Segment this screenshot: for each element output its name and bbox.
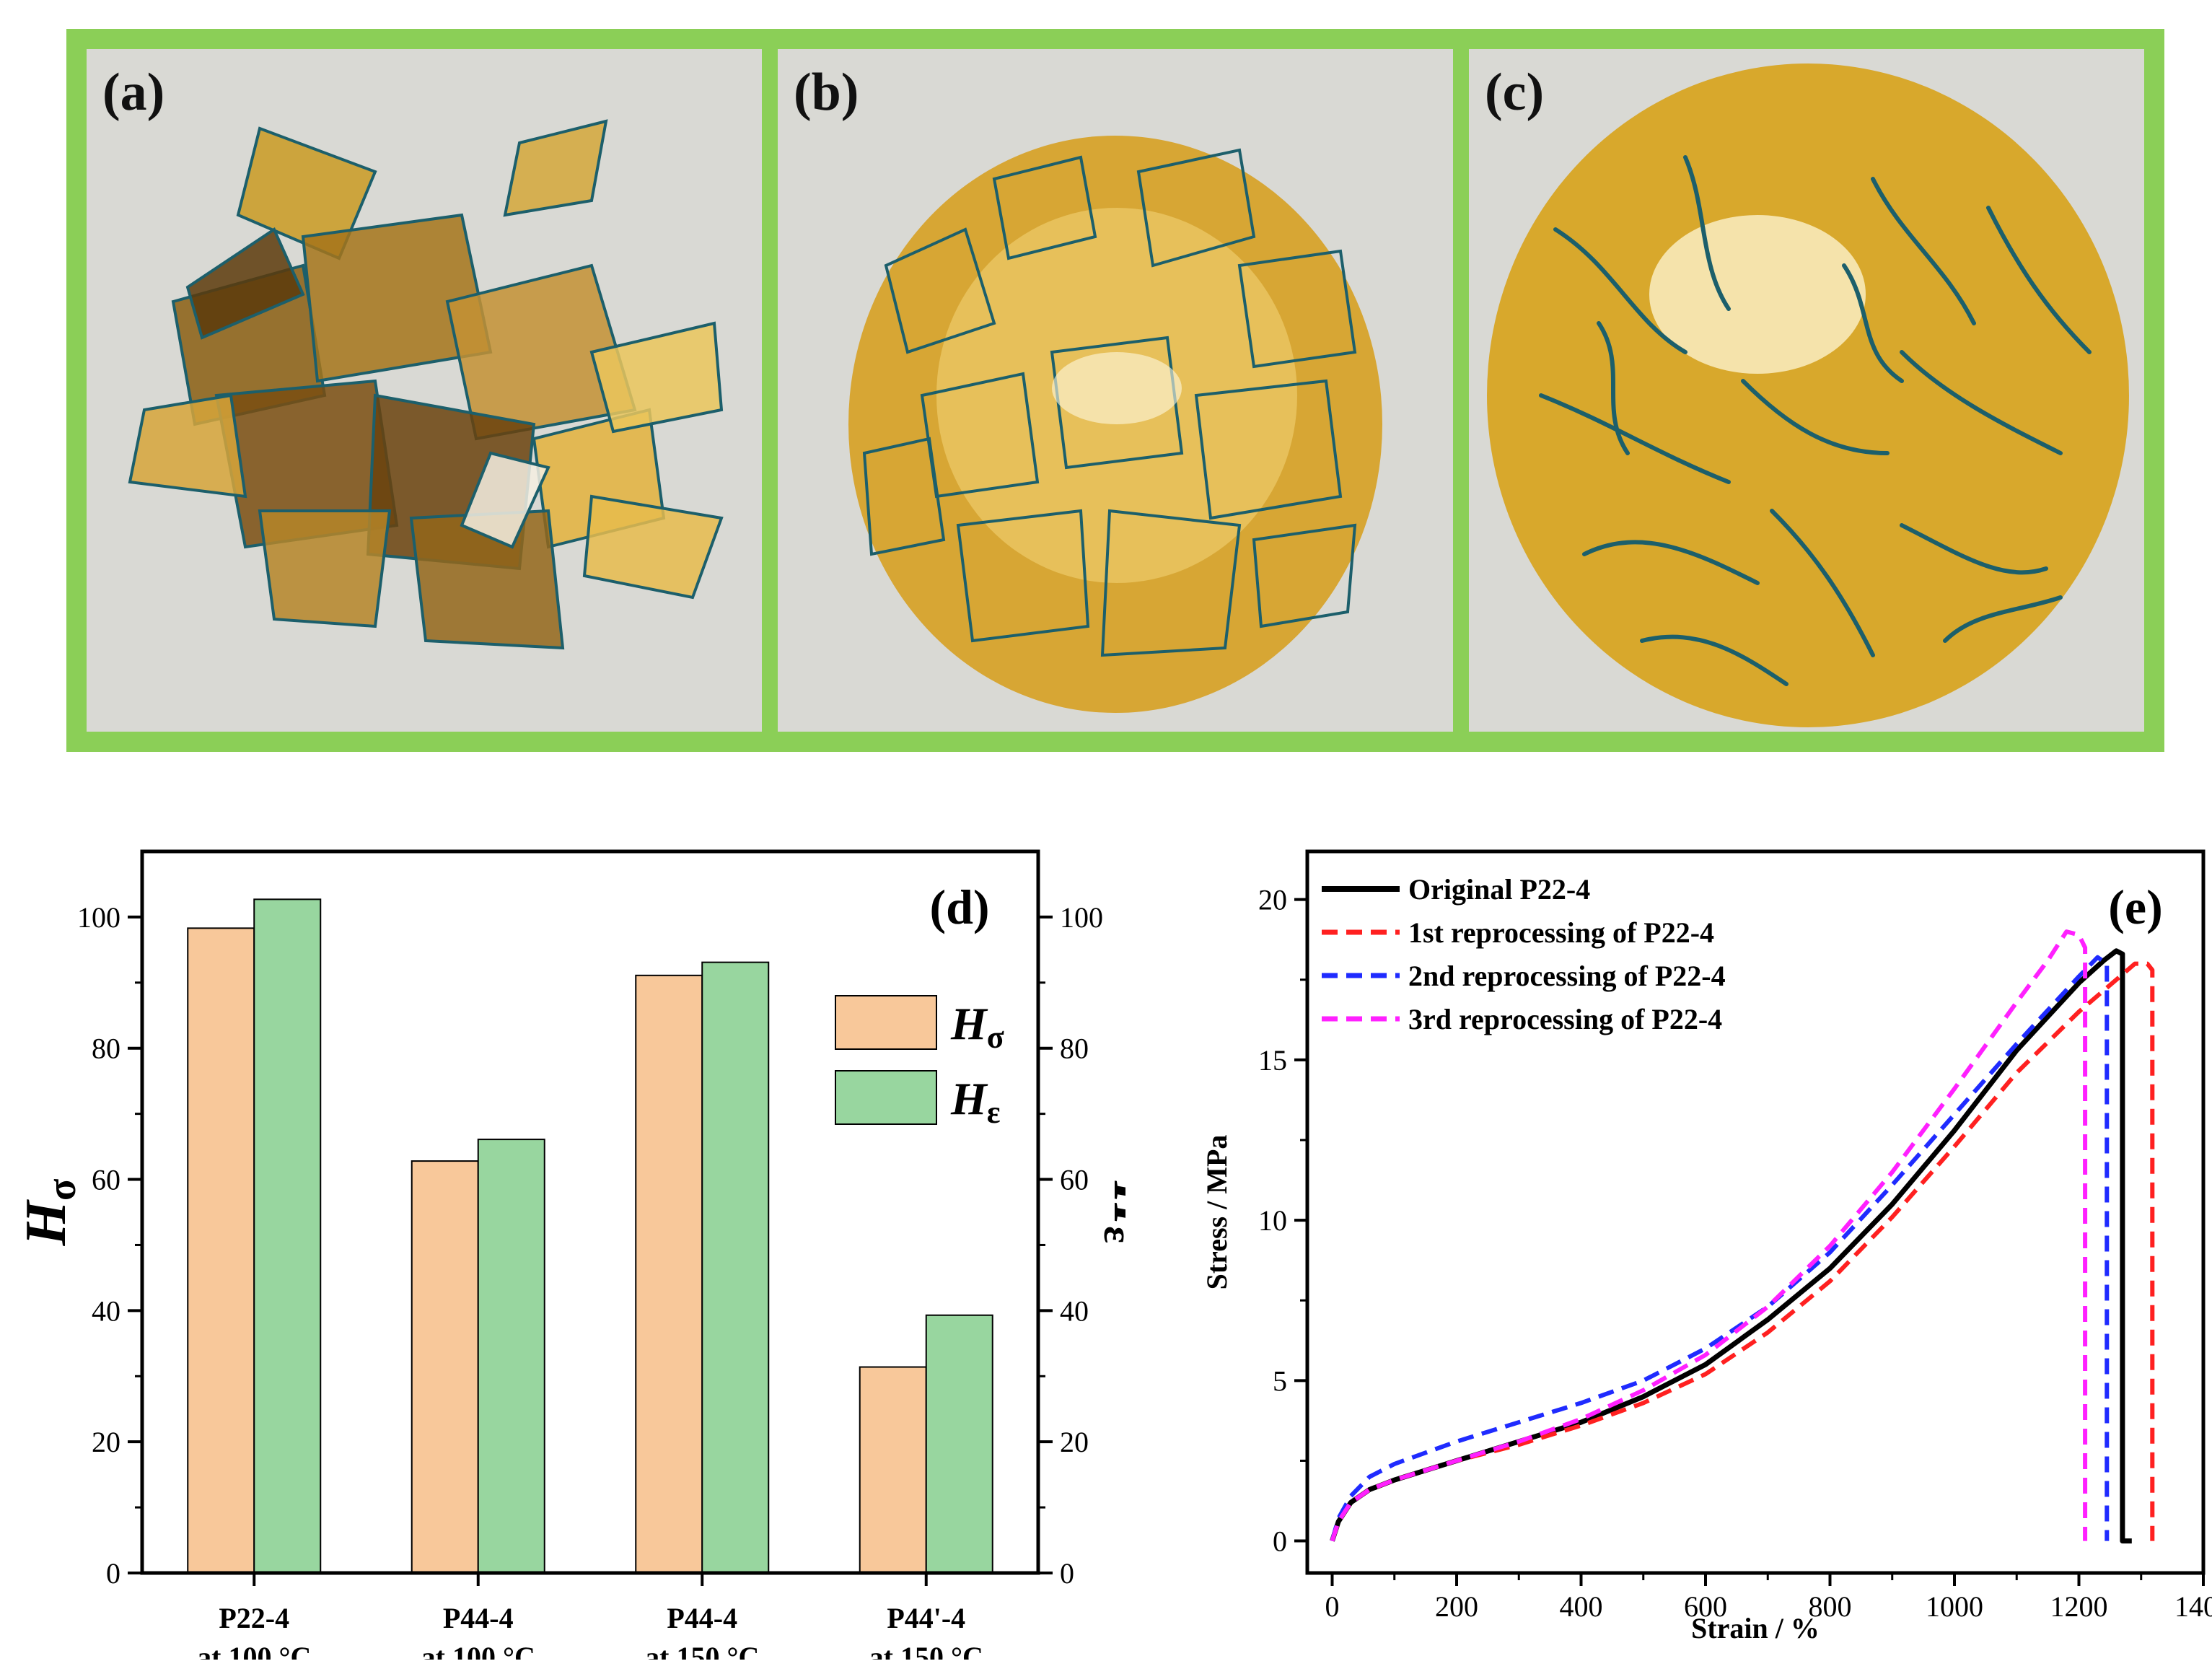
x-tick-label: 1000 [1926,1590,1983,1623]
category-label-line1: P44'-4 [887,1602,965,1634]
x-tick-label: 0 [1325,1590,1340,1623]
legend-label: 1st reprocessing of P22-4 [1408,916,1714,949]
category-labels: P22-4 at 100 °C P44-4 at 100 °C P44-4 at 150 … [197,1573,983,1660]
y-tick-right-label: 100 [1060,901,1103,934]
legend-label-h-epsilon: Hε [950,1073,1001,1130]
category-label-line1: P22-4 [219,1602,289,1634]
stress-strain-curves [1330,929,2155,1544]
y-tick-label: 0 [1273,1525,1287,1558]
category-label-line2: at 100 °C [197,1641,311,1660]
partially-fused-film-image [778,49,1453,732]
curve-2nd-reprocessing [1330,955,2110,1542]
curve-1st-reprocessing [1330,961,2155,1542]
x-tick-label: 400 [1560,1590,1603,1623]
y-tick-left-label: 60 [92,1164,120,1196]
bar-series-group [187,898,993,1574]
y-tick-right-label: 60 [1060,1164,1089,1196]
photo-panels-frame: (a) (b) [66,29,2164,752]
legend: Original P22-4 1st reprocessing of P22-4 2… [1322,873,1726,1035]
category-label-line1: P44-4 [443,1602,514,1634]
right-axis-ticks: 0 20 40 60 80 100 [1038,901,1103,1590]
photo-panel-a: (a) [87,49,762,732]
y-axis-label: Stress / MPa [1201,1135,1233,1290]
category-label-line2: at 100 °C [421,1641,535,1660]
x-tick-label: 600 [1684,1590,1727,1623]
legend: Hσ Hε [835,995,1004,1130]
legend-swatch-h-sigma [835,995,937,1050]
photo-panel-b: (b) [778,49,1453,732]
bar-h-sigma [187,927,255,1574]
legend-label-h-sigma: Hσ [950,998,1004,1055]
curve-original [1330,948,2132,1544]
pile-of-film-pieces-image [87,49,762,732]
y-tick-right-label: 40 [1060,1294,1089,1327]
x-tick-label: 200 [1435,1590,1478,1623]
plot-frame [1305,849,2206,1575]
x-tick-label: 800 [1809,1590,1852,1623]
y-tick-right-label: 80 [1060,1033,1089,1065]
y-tick-label: 10 [1258,1204,1287,1237]
reprocessed-film-disk-image [1469,49,2144,732]
y-tick-label: 5 [1273,1364,1287,1397]
y-tick-label: 15 [1258,1044,1287,1077]
y-tick-left-label: 20 [92,1426,120,1458]
healing-efficiency-bar-chart: 0 20 40 60 80 100 0 20 40 60 80 100 P22-4 at 100 °C… [14,849,1125,1660]
category-label-line1: P44-4 [667,1602,737,1634]
y-axis-ticks: 0 5 10 15 20 [1258,884,1307,1558]
y-axis-right-label: Hε [1095,1180,1125,1243]
category-label-line2: at 150 °C [869,1641,983,1660]
y-tick-left-label: 40 [92,1294,120,1327]
bar-h-epsilon [477,1139,545,1574]
category-label-line2: at 150 °C [645,1641,759,1660]
y-axis-left-label: Hσ [14,1178,84,1246]
legend-label: 3rd reprocessing of P22-4 [1408,1003,1722,1035]
x-tick-label: 1200 [2050,1590,2108,1623]
legend-swatch-h-epsilon [835,1070,937,1125]
photo-panel-c: (c) [1469,49,2144,732]
legend-label: Original P22-4 [1408,873,1590,906]
y-tick-left-label: 80 [92,1033,120,1065]
x-axis-label: Strain / % [1691,1612,1820,1644]
y-tick-left-label: 100 [77,901,120,934]
plot-frame [140,849,1040,1575]
panel-label-d: (d) [929,880,989,934]
y-tick-left-label: 0 [106,1557,120,1590]
legend-label: 2nd reprocessing of P22-4 [1408,960,1726,992]
photo-label-c: (c) [1485,63,1545,122]
y-tick-right-label: 20 [1060,1426,1089,1458]
photo-label-a: (a) [102,63,165,122]
bar-h-epsilon [925,1314,993,1574]
bar-h-epsilon [701,961,770,1574]
bar-h-epsilon [253,898,322,1574]
y-tick-right-label: 0 [1060,1557,1074,1590]
bar-h-sigma [859,1366,927,1574]
bar-h-sigma [635,974,703,1574]
bar-h-sigma [411,1160,479,1574]
curve-3rd-reprocessing [1330,929,2088,1542]
panel-label-e: (e) [2108,880,2162,934]
y-tick-label: 20 [1258,884,1287,916]
photo-label-b: (b) [794,63,859,122]
left-axis-ticks: 0 20 40 60 80 100 [77,901,142,1590]
